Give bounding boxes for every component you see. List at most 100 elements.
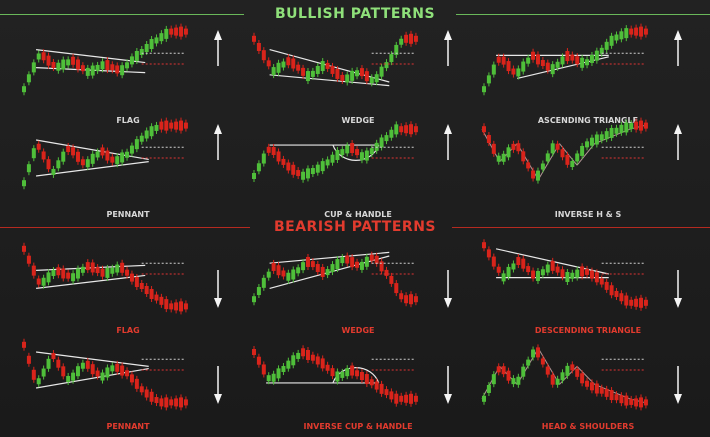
- candle-body: [41, 368, 46, 377]
- candle-body: [105, 60, 110, 71]
- candle-body: [95, 370, 100, 377]
- candle-body: [154, 37, 159, 44]
- pattern-chart: [481, 344, 682, 411]
- candle-body: [345, 74, 350, 83]
- candle-body: [105, 267, 110, 278]
- candle-body: [320, 161, 325, 172]
- candle-body: [364, 374, 369, 385]
- candle-body: [359, 372, 364, 380]
- candle-body: [384, 269, 389, 276]
- candle-body: [179, 26, 184, 37]
- candle-body: [624, 122, 629, 133]
- candle-body: [100, 61, 105, 70]
- candle-body: [634, 298, 639, 307]
- candle-body: [394, 283, 399, 294]
- candle-body: [482, 86, 486, 93]
- candle-body: [580, 266, 585, 277]
- candle-body: [619, 293, 624, 302]
- candle-body: [305, 168, 310, 179]
- candle-body: [609, 285, 614, 296]
- candle-body: [100, 147, 105, 156]
- candle-body: [531, 51, 536, 60]
- candle-body: [139, 283, 144, 289]
- candle-body: [271, 373, 276, 382]
- candle-body: [325, 159, 330, 166]
- candle-body: [261, 364, 266, 375]
- candle-body: [139, 135, 144, 142]
- candle-body: [315, 164, 320, 173]
- candle-body: [169, 399, 174, 406]
- candle-body: [604, 131, 609, 140]
- candle-body: [256, 287, 261, 296]
- candle-body: [575, 56, 580, 65]
- candle-body: [340, 149, 345, 156]
- bullish-section-title: BULLISH PATTERNS: [274, 6, 436, 22]
- candle-body: [350, 70, 355, 81]
- candle-body: [90, 65, 95, 76]
- candle-body: [330, 65, 335, 74]
- candle-body: [134, 378, 139, 389]
- candle-body: [399, 126, 404, 133]
- candle-body: [506, 61, 511, 72]
- candle-body: [61, 59, 66, 70]
- candle-body: [580, 145, 585, 156]
- candle-body: [585, 141, 590, 148]
- candle-body: [291, 355, 296, 366]
- candle-body: [560, 56, 565, 65]
- candle-body: [394, 44, 399, 55]
- candle-body: [570, 272, 575, 279]
- candle-body: [639, 297, 644, 308]
- candle-body: [183, 28, 188, 35]
- pattern-panel-bearish-inverse-cup-and-handle: INVERSE CUP & HANDLE: [244, 326, 472, 431]
- candle-body: [506, 266, 511, 277]
- candle-body: [496, 366, 501, 373]
- candle-body: [320, 61, 325, 72]
- candle-body: [31, 148, 36, 159]
- zigzag-line: [481, 128, 501, 162]
- candle-body: [71, 372, 76, 381]
- candle-body: [71, 147, 76, 156]
- arrow-up-icon: [214, 124, 222, 134]
- candle-body: [545, 62, 550, 71]
- pattern-label: ASCENDING TRIANGLE: [537, 116, 639, 125]
- candle-body: [26, 355, 31, 364]
- candle-body: [261, 277, 266, 288]
- candle-body: [413, 126, 418, 133]
- candle-body: [320, 358, 325, 369]
- candle-body: [36, 53, 41, 60]
- candle-body: [301, 171, 306, 180]
- candle-body: [183, 303, 188, 310]
- candle-body: [409, 124, 414, 135]
- candle-body: [364, 150, 369, 161]
- pattern-label: DESCENDING TRIANGLE: [534, 326, 642, 335]
- pattern-chart: [252, 345, 452, 407]
- candle-body: [639, 26, 644, 37]
- candle-body: [526, 162, 531, 169]
- candle-body: [296, 64, 301, 71]
- pattern-label: INVERSE H & S: [554, 210, 622, 219]
- candle-body: [589, 54, 594, 63]
- trendline: [36, 274, 146, 289]
- candle-body: [154, 397, 159, 404]
- candle-body: [575, 368, 580, 377]
- candle-body: [535, 54, 540, 65]
- candle-body: [183, 399, 188, 406]
- pattern-label: CUP & HANDLE: [324, 210, 392, 219]
- trendline: [35, 367, 149, 389]
- candle-body: [305, 350, 310, 360]
- candle-body: [555, 378, 560, 385]
- candle-body: [41, 52, 46, 61]
- candle-body: [629, 123, 634, 130]
- candle-body: [144, 44, 149, 52]
- candle-body: [325, 364, 330, 371]
- candle-body: [531, 170, 536, 179]
- candle-body: [286, 162, 291, 171]
- candle-body: [550, 374, 555, 385]
- candle-body: [271, 147, 276, 156]
- pattern-panel-bearish-head-and-shoulders: HEAD & SHOULDERS: [474, 326, 702, 431]
- candle-body: [511, 263, 516, 270]
- candle-body: [80, 362, 85, 369]
- candle-body: [413, 296, 418, 303]
- candle-body: [154, 124, 159, 131]
- candle-body: [624, 28, 629, 39]
